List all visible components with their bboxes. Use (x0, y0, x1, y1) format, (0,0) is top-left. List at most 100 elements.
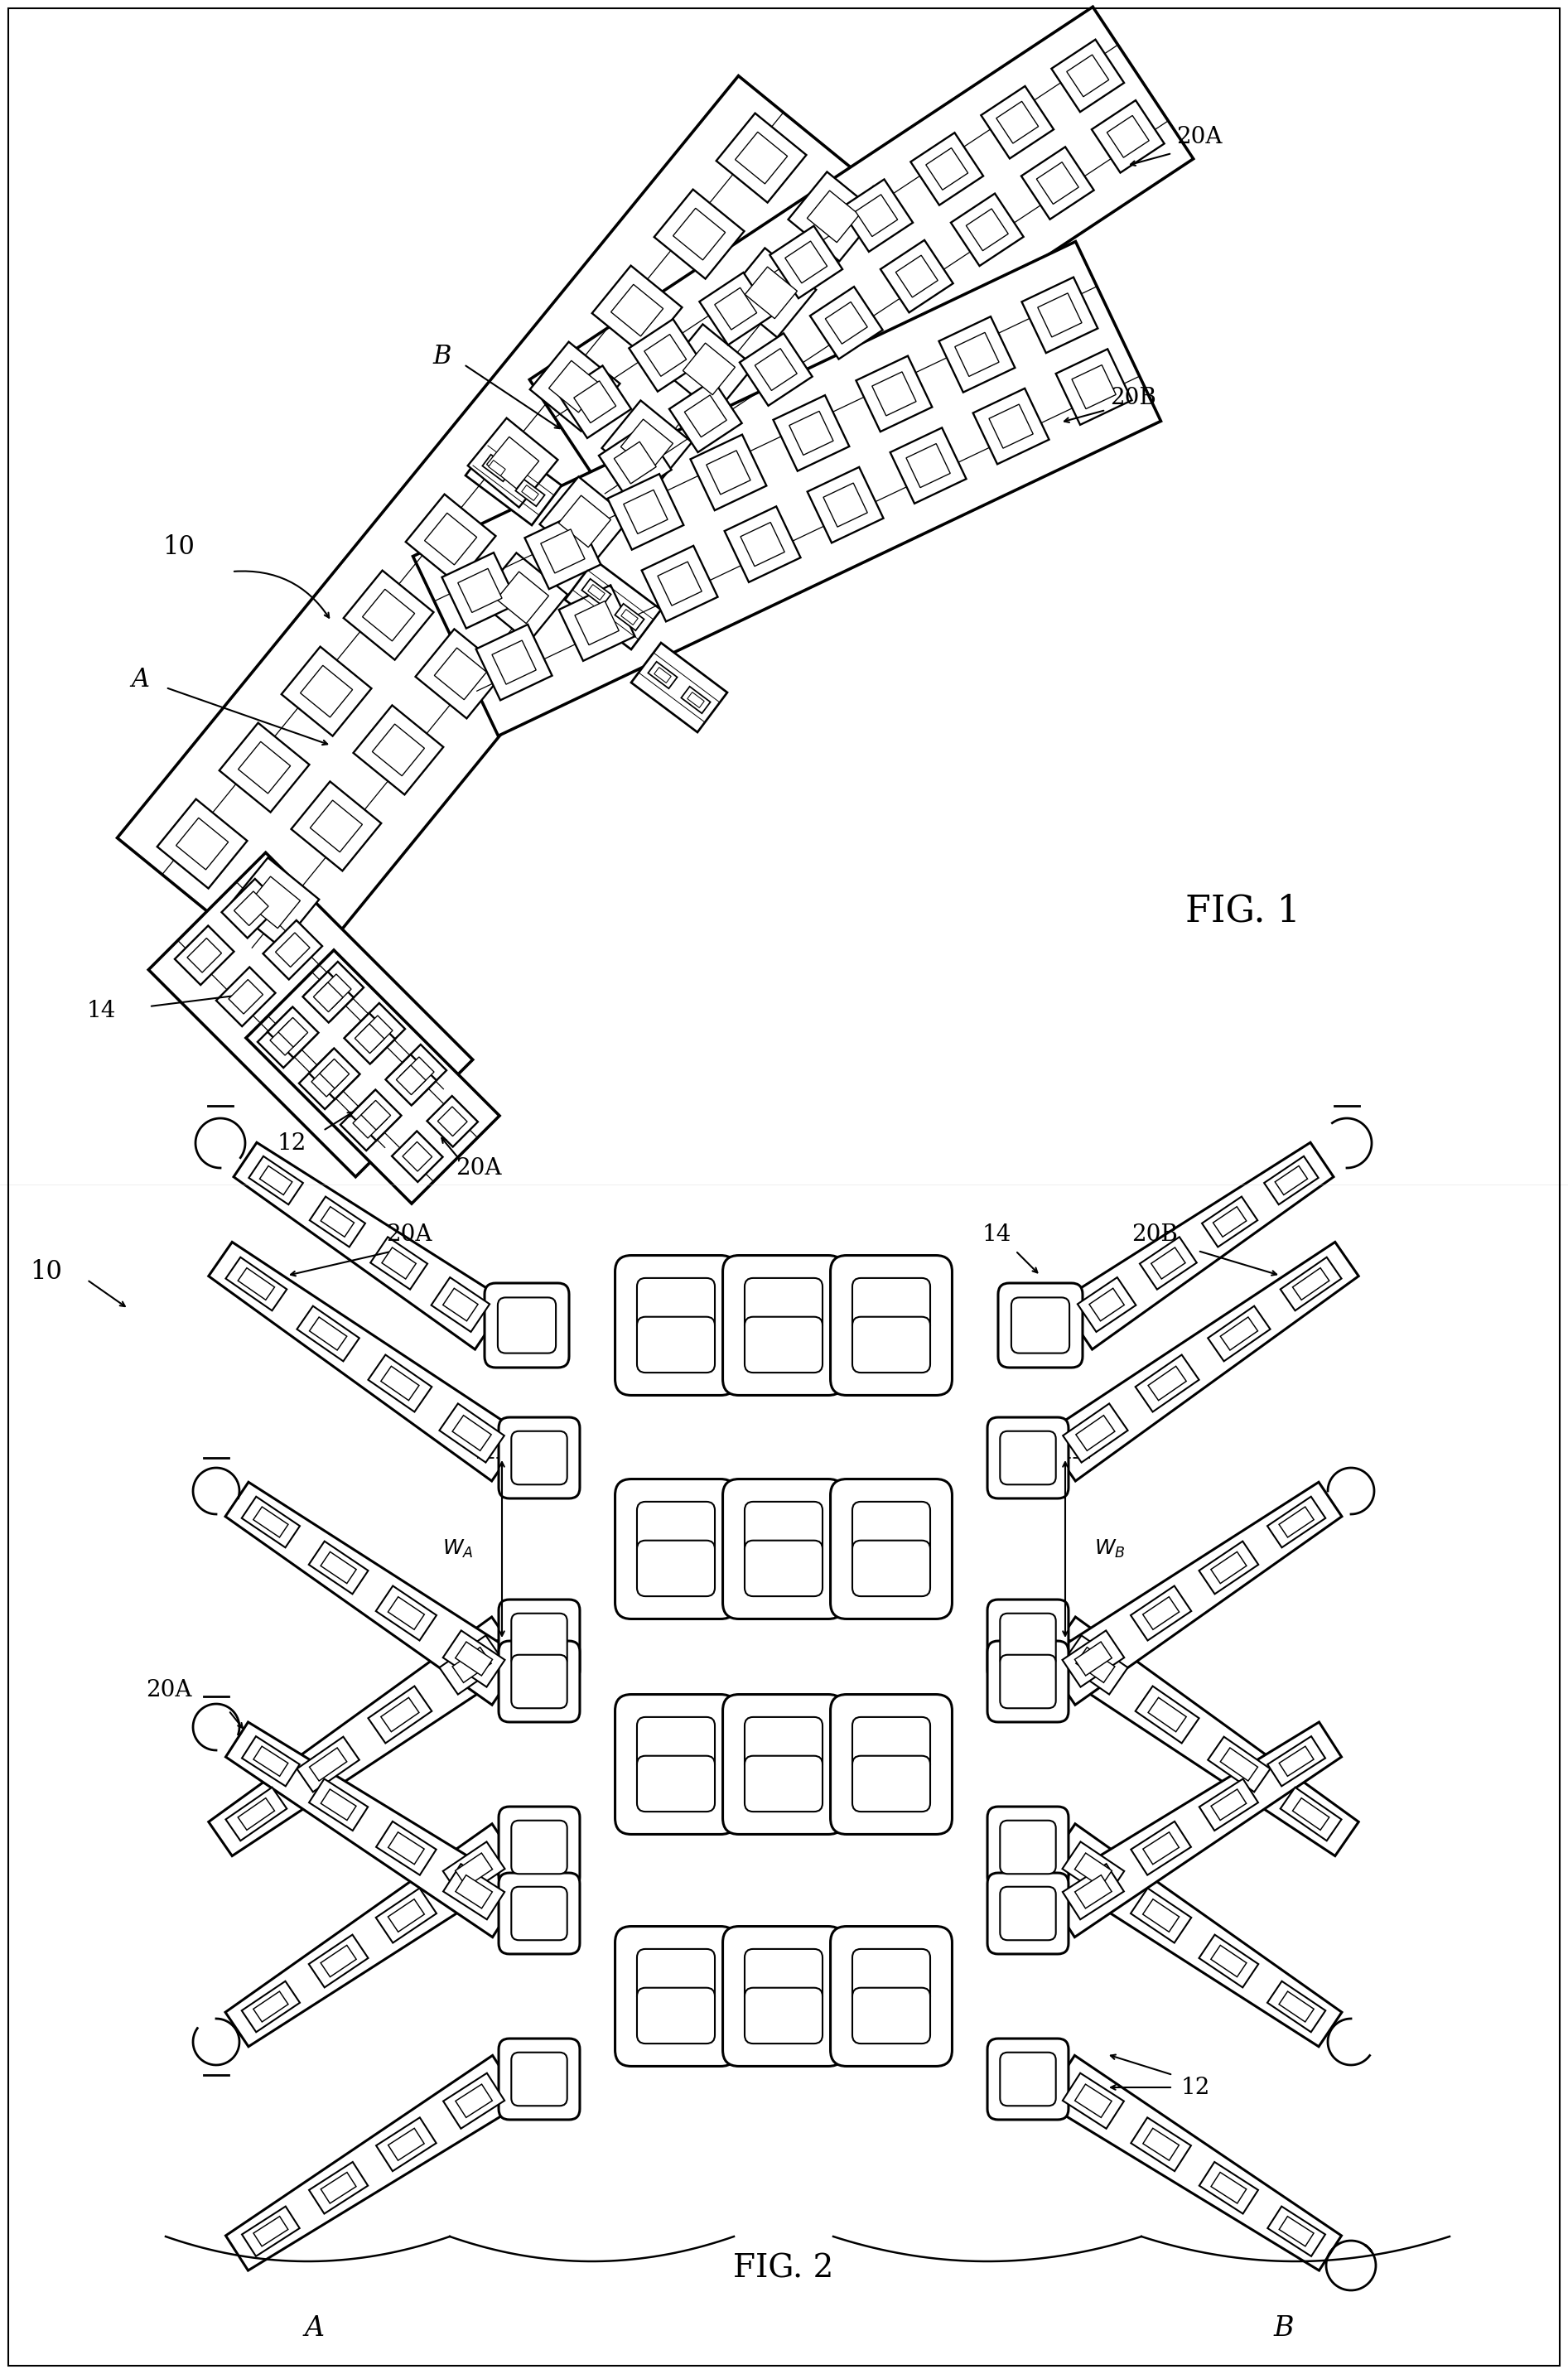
Polygon shape (386, 1054, 436, 1106)
Polygon shape (1074, 1854, 1112, 1887)
FancyBboxPatch shape (499, 1600, 580, 1681)
Polygon shape (644, 335, 687, 377)
Polygon shape (1292, 1268, 1330, 1301)
Polygon shape (966, 209, 1008, 252)
Polygon shape (149, 852, 472, 1178)
Text: 14: 14 (983, 1223, 1011, 1246)
Text: 10: 10 (163, 534, 194, 560)
Polygon shape (789, 171, 878, 261)
FancyBboxPatch shape (615, 1695, 737, 1835)
Polygon shape (1043, 1242, 1358, 1481)
FancyBboxPatch shape (615, 1479, 737, 1619)
Polygon shape (370, 1237, 428, 1289)
Polygon shape (1203, 1196, 1258, 1246)
Polygon shape (673, 209, 726, 261)
FancyBboxPatch shape (637, 1949, 715, 2004)
Polygon shape (301, 665, 353, 717)
Polygon shape (1267, 2205, 1325, 2255)
FancyBboxPatch shape (853, 1757, 930, 1811)
Polygon shape (226, 1788, 287, 1840)
Polygon shape (1044, 1481, 1342, 1705)
Polygon shape (343, 1014, 395, 1064)
Polygon shape (789, 411, 833, 456)
Polygon shape (1036, 161, 1079, 204)
Polygon shape (392, 1130, 442, 1182)
Polygon shape (1143, 1833, 1179, 1864)
Polygon shape (1200, 2163, 1258, 2213)
Polygon shape (516, 480, 544, 506)
Polygon shape (735, 133, 787, 183)
FancyBboxPatch shape (723, 1479, 845, 1619)
Polygon shape (455, 2084, 492, 2118)
Polygon shape (340, 1092, 400, 1151)
Polygon shape (1022, 278, 1098, 354)
Polygon shape (706, 451, 751, 494)
Polygon shape (1200, 1541, 1259, 1593)
Polygon shape (489, 461, 505, 475)
Polygon shape (426, 1097, 478, 1147)
Polygon shape (263, 921, 323, 980)
Polygon shape (911, 133, 983, 204)
Polygon shape (726, 247, 815, 337)
Polygon shape (389, 1833, 425, 1864)
Polygon shape (1090, 1289, 1124, 1320)
Polygon shape (558, 496, 612, 548)
Polygon shape (1052, 40, 1124, 112)
Polygon shape (1267, 1982, 1325, 2032)
Polygon shape (1143, 2127, 1179, 2160)
Polygon shape (1073, 366, 1116, 408)
Polygon shape (1131, 2118, 1192, 2172)
Polygon shape (343, 570, 434, 660)
Polygon shape (541, 529, 585, 572)
Polygon shape (1043, 1617, 1358, 1856)
Polygon shape (321, 2172, 356, 2203)
Polygon shape (241, 1735, 299, 1785)
Polygon shape (549, 361, 601, 413)
Polygon shape (1063, 1864, 1124, 1921)
FancyBboxPatch shape (723, 1256, 845, 1396)
Polygon shape (452, 1415, 491, 1451)
Polygon shape (238, 741, 290, 793)
Polygon shape (444, 2073, 505, 2129)
Polygon shape (574, 380, 616, 423)
Polygon shape (593, 266, 682, 356)
Polygon shape (372, 724, 425, 776)
Polygon shape (607, 475, 684, 551)
FancyBboxPatch shape (1011, 1299, 1069, 1353)
Polygon shape (996, 102, 1038, 142)
Polygon shape (654, 667, 671, 684)
Text: 12: 12 (278, 1132, 306, 1154)
Polygon shape (1275, 1166, 1308, 1194)
FancyBboxPatch shape (637, 1503, 715, 1557)
FancyBboxPatch shape (745, 1716, 823, 1773)
Polygon shape (270, 1021, 304, 1056)
Polygon shape (376, 2118, 436, 2172)
Polygon shape (292, 781, 381, 871)
Polygon shape (629, 318, 701, 392)
Text: 20B: 20B (1132, 1223, 1178, 1246)
Polygon shape (754, 349, 797, 389)
FancyBboxPatch shape (615, 1256, 737, 1396)
Polygon shape (249, 1156, 303, 1204)
Polygon shape (347, 1004, 405, 1061)
Polygon shape (309, 1196, 365, 1246)
Polygon shape (320, 1944, 356, 1978)
Polygon shape (304, 961, 364, 1021)
Polygon shape (434, 648, 486, 700)
Polygon shape (699, 273, 771, 344)
Polygon shape (624, 489, 668, 534)
Polygon shape (1220, 1318, 1258, 1351)
Polygon shape (226, 1721, 524, 1937)
FancyBboxPatch shape (853, 1541, 930, 1595)
Polygon shape (808, 468, 883, 544)
Polygon shape (939, 316, 1014, 392)
FancyBboxPatch shape (831, 1256, 952, 1396)
FancyBboxPatch shape (853, 1987, 930, 2044)
FancyBboxPatch shape (745, 1318, 823, 1372)
Polygon shape (1135, 1356, 1200, 1413)
Polygon shape (1148, 1365, 1187, 1401)
Polygon shape (241, 1496, 299, 1548)
Text: 14: 14 (86, 999, 116, 1021)
Polygon shape (466, 437, 561, 525)
FancyBboxPatch shape (637, 1987, 715, 2044)
